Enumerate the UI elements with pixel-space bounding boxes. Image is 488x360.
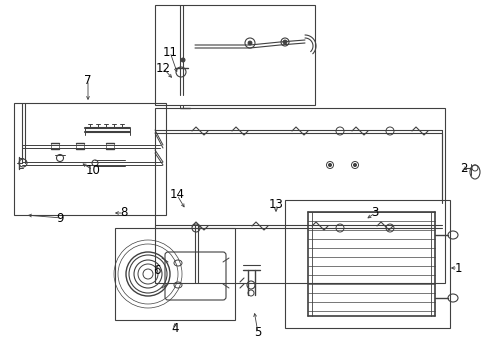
Text: 1: 1	[453, 261, 461, 274]
Circle shape	[328, 163, 331, 166]
Text: 13: 13	[268, 198, 283, 211]
Bar	[115, 228, 235, 320]
Bar	[155, 108, 444, 283]
Circle shape	[181, 58, 184, 62]
Circle shape	[353, 163, 356, 166]
Text: 8: 8	[120, 207, 127, 220]
Bar	[14, 103, 165, 215]
Text: 9: 9	[56, 211, 63, 225]
Text: 12: 12	[155, 62, 170, 75]
Text: 4: 4	[171, 321, 179, 334]
Circle shape	[283, 40, 286, 44]
Bar	[285, 200, 449, 328]
Text: 14: 14	[169, 189, 184, 202]
Text: 7: 7	[84, 73, 92, 86]
Text: 5: 5	[254, 327, 261, 339]
Text: 11: 11	[162, 45, 177, 58]
Text: 2: 2	[459, 162, 467, 175]
Text: 10: 10	[85, 163, 100, 176]
Bar	[155, 5, 314, 105]
Circle shape	[247, 41, 251, 45]
Text: 6: 6	[153, 264, 161, 276]
Text: 3: 3	[370, 207, 378, 220]
